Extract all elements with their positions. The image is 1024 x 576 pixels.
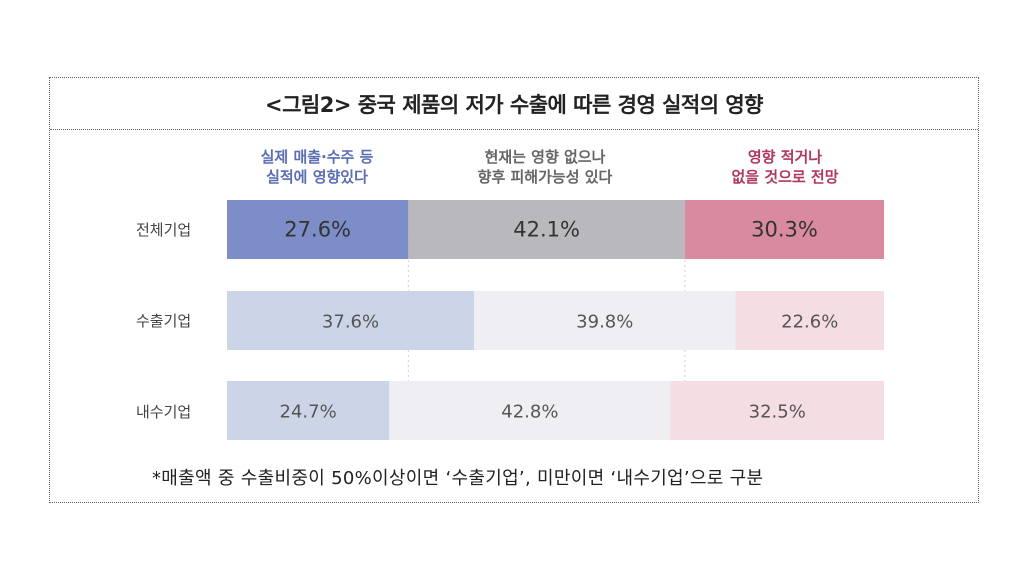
footnote: *매출액 중 수출비중이 50%이상이면 ‘수출기업’, 미만이면 ‘내수기업’… <box>152 468 764 489</box>
legend-series-3-line1: 영향 적거나 <box>747 148 823 166</box>
bar-export-series-1 <box>227 291 475 350</box>
legend-series-2: 현재는 영향 없으나 향후 피해가능성 있다 <box>420 147 670 187</box>
value-label-all-series-1: 27.6% <box>284 218 351 242</box>
title-bar: <그림2> 중국 제품의 저가 수출에 따른 경영 실적의 영향 <box>50 78 978 130</box>
value-label-export-series-3: 22.6% <box>781 312 838 333</box>
value-label-domestic-series-1: 24.7% <box>280 402 337 423</box>
chart-title: <그림2> 중국 제품의 저가 수출에 따른 경영 실적의 영향 <box>264 92 764 117</box>
legend-series-2-line2: 향후 피해가능성 있다 <box>477 168 613 186</box>
figure-frame: <그림2> 중국 제품의 저가 수출에 따른 경영 실적의 영향 <box>49 77 979 503</box>
legend-series-1-line1: 실제 매출·수주 등 <box>260 148 374 166</box>
legend-series-2-line1: 현재는 영향 없으나 <box>484 148 606 166</box>
bar-export-series-3 <box>735 291 884 350</box>
value-label-all-series-2: 42.1% <box>513 218 580 242</box>
row-label-domestic: 내수기업 <box>136 403 192 421</box>
row-label-export: 수출기업 <box>136 312 192 330</box>
row-label-all: 전체기업 <box>136 221 192 239</box>
legend-series-1: 실제 매출·수주 등 실적에 영향있다 <box>228 147 406 187</box>
value-label-all-series-3: 30.3% <box>751 218 818 242</box>
value-label-domestic-series-3: 32.5% <box>749 402 806 423</box>
bar-domestic-series-3 <box>670 381 884 440</box>
value-label-export-series-2: 39.8% <box>576 312 633 333</box>
bar-all-series-3 <box>684 200 884 259</box>
bar-domestic-series-1 <box>227 381 390 440</box>
bar-domestic-series-2 <box>389 381 671 440</box>
legend-series-3: 영향 적거나 없을 것으로 전망 <box>700 147 870 187</box>
bar-all-series-1 <box>227 200 409 259</box>
bar-export-series-2 <box>474 291 736 350</box>
legend-series-3-line2: 없을 것으로 전망 <box>731 168 839 186</box>
value-label-export-series-1: 37.6% <box>322 312 379 333</box>
legend-series-1-line2: 실적에 영향있다 <box>266 168 368 186</box>
bar-all-series-2 <box>408 200 685 259</box>
value-label-domestic-series-2: 42.8% <box>501 402 558 423</box>
